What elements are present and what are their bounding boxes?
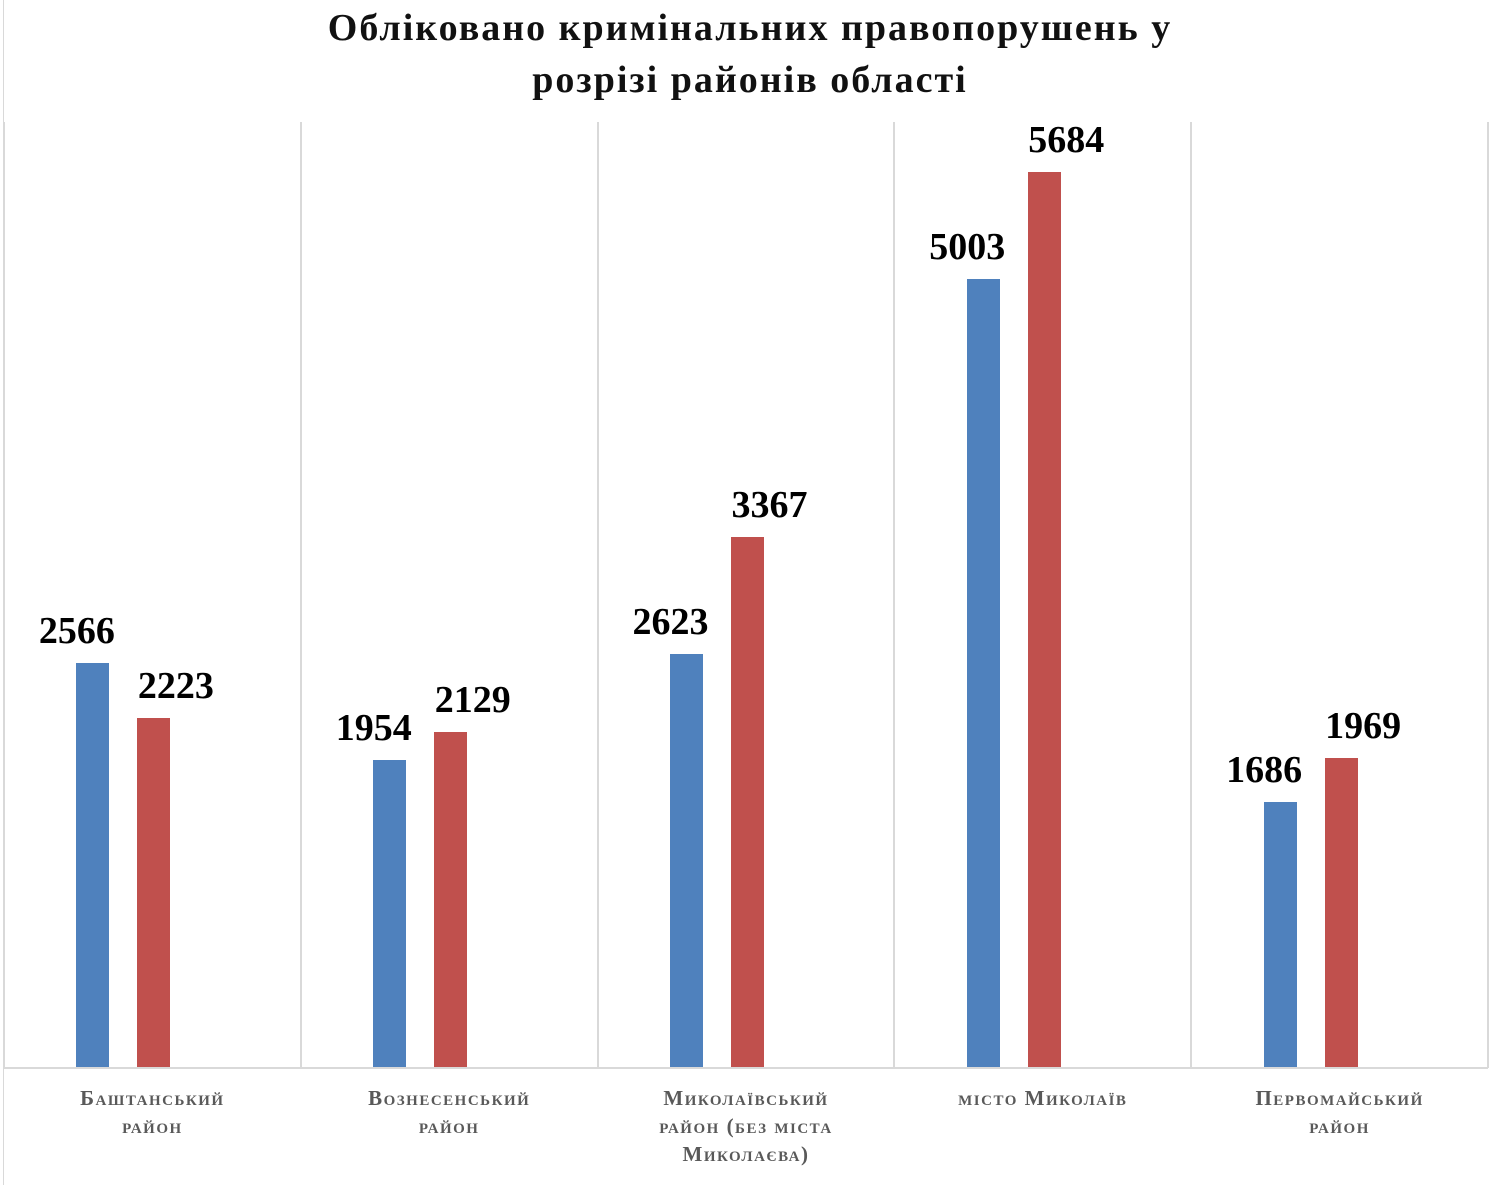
category-gridline <box>3 122 5 1068</box>
x-axis-baseline <box>4 1067 1488 1069</box>
plot-area: 2566 2223 1954 2129 2623 3367 5003 5684 1686 1969 <box>3 118 1489 1068</box>
bar-series-1 <box>76 663 110 1068</box>
category-label-line: район <box>122 1114 183 1138</box>
bar-series-2 <box>434 732 468 1068</box>
data-label: 2129 <box>434 679 511 722</box>
category-label: Первомайський район <box>1200 1084 1480 1140</box>
chart-title-line-1: Обліковано кримінальних правопорушень у <box>327 7 1173 49</box>
category-label-line: Баштанський <box>80 1086 225 1110</box>
data-label: 2623 <box>632 601 709 644</box>
category-gridline <box>299 122 302 1068</box>
bar-series-1 <box>966 279 1000 1068</box>
bar-series-2 <box>1324 757 1358 1068</box>
category-label-line: Миколаєва) <box>682 1142 810 1166</box>
category-label-line: район <box>418 1114 480 1138</box>
bar-series-1 <box>670 654 703 1068</box>
category-label-line: місто Миколаїв <box>958 1086 1128 1110</box>
category-label-line: район <box>1309 1114 1370 1138</box>
bar-series-2 <box>137 717 171 1068</box>
category-label: місто Миколаїв <box>903 1084 1183 1112</box>
category-label-line: Вознесенський <box>368 1086 531 1110</box>
chart-title-line-2: розрізі районів області <box>532 59 968 101</box>
category-label: Миколаївський район (без міста Миколаєва) <box>606 1084 886 1168</box>
category-label: Баштанський район <box>12 1084 292 1140</box>
bar-series-1 <box>1263 802 1297 1068</box>
data-label: 3367 <box>731 484 808 527</box>
data-label: 1969 <box>1325 704 1402 747</box>
data-label: 2566 <box>38 610 115 653</box>
bar-series-2 <box>1027 171 1061 1068</box>
category-label-line: Миколаївський <box>663 1086 829 1110</box>
data-label: 5684 <box>1028 118 1105 161</box>
data-label: 1954 <box>335 706 412 749</box>
category-label: Вознесенський район <box>309 1084 589 1140</box>
bar-series-1 <box>373 759 407 1068</box>
data-label: 1686 <box>1226 749 1303 792</box>
chart-title: Обліковано кримінальних правопорушень у … <box>0 2 1500 106</box>
category-gridline <box>1487 122 1489 1068</box>
category-label-line: Первомайський <box>1255 1086 1424 1110</box>
category-gridline <box>1190 122 1193 1068</box>
category-gridline <box>893 122 896 1068</box>
data-label: 2223 <box>137 664 214 707</box>
bar-series-2 <box>731 537 764 1068</box>
category-label-line: район (без міста <box>659 1114 833 1138</box>
data-label: 5003 <box>929 226 1006 269</box>
category-gridline <box>596 122 599 1068</box>
